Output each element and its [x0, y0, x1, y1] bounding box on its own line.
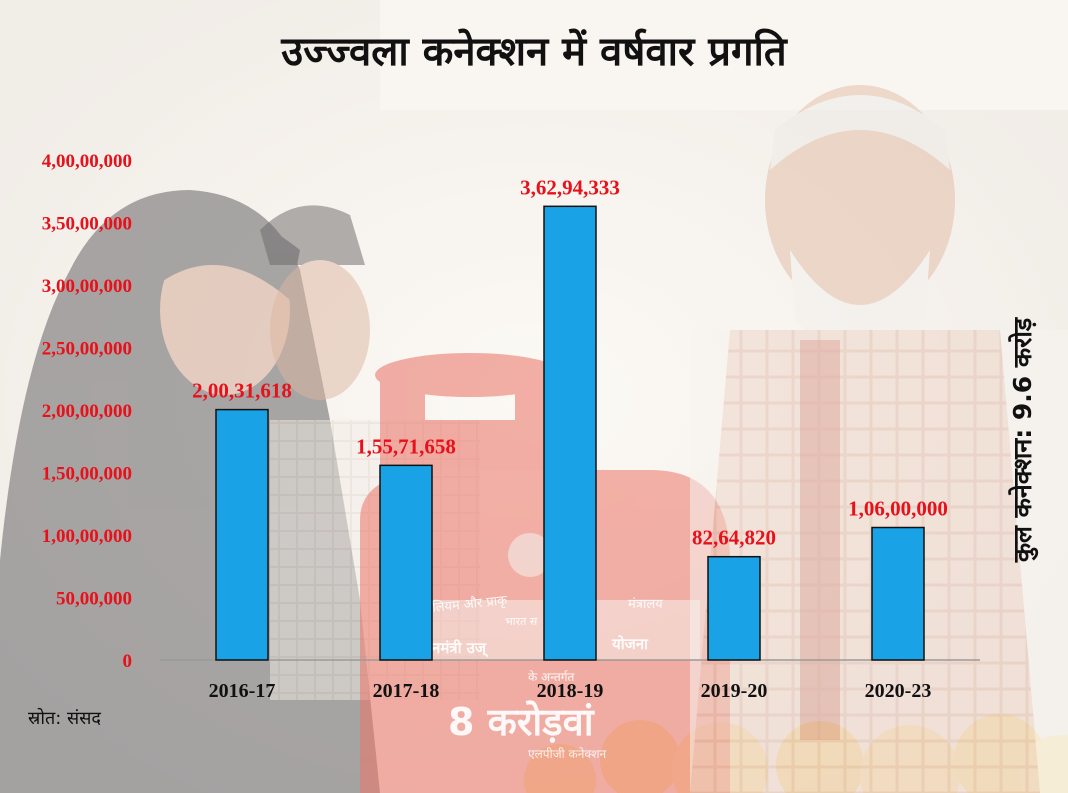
bar-2019-20: [707, 555, 761, 661]
y-tick-label: 1,50,00,000: [42, 464, 132, 485]
y-tick-label: 3,50,00,000: [42, 214, 132, 235]
value-label: 1,06,00,000: [848, 497, 948, 521]
y-tick-label: 2,50,00,000: [42, 339, 132, 360]
x-category-label: 2018-19: [537, 680, 604, 702]
value-label: 2,00,31,618: [192, 379, 292, 403]
bar-2018-19: [543, 205, 597, 661]
y-axis-ticks: 0 50,00,000 1,00,00,000 1,50,00,000 2,00,00,…: [42, 151, 132, 672]
value-labels: 2,00,31,618 1,55,71,658 3,62,94,333 82,64,8…: [192, 175, 948, 549]
bar-2016-17: [215, 408, 269, 661]
y-tick-label: 3,00,00,000: [42, 276, 132, 297]
bar-2017-18: [379, 464, 433, 661]
x-category-label: 2016-17: [209, 680, 276, 702]
value-label: 1,55,71,658: [356, 434, 456, 458]
bar-2020-23: [871, 526, 925, 661]
total-connections-note: कुल कनेक्शन: 9.6 करोड़: [1008, 317, 1037, 563]
value-label: 82,64,820: [692, 526, 776, 550]
value-label: 3,62,94,333: [520, 175, 620, 199]
x-axis-labels: 2016-17 2017-18 2018-19 2019-20 2020-23: [209, 680, 932, 702]
source-note: स्रोत: संसद: [28, 708, 101, 729]
y-tick-label: 2,00,00,000: [42, 401, 132, 422]
y-tick-label: 50,00,000: [56, 589, 132, 610]
x-category-label: 2019-20: [701, 680, 768, 702]
chart-title: उज्ज्वला कनेक्शन में वर्षवार प्रगति: [281, 29, 787, 75]
y-tick-label: 1,00,00,000: [42, 526, 132, 547]
x-category-label: 2020-23: [865, 680, 932, 702]
y-tick-label: 0: [123, 651, 133, 672]
bars: [215, 205, 925, 661]
y-tick-label: 4,00,00,000: [42, 151, 132, 172]
x-category-label: 2017-18: [373, 680, 440, 702]
